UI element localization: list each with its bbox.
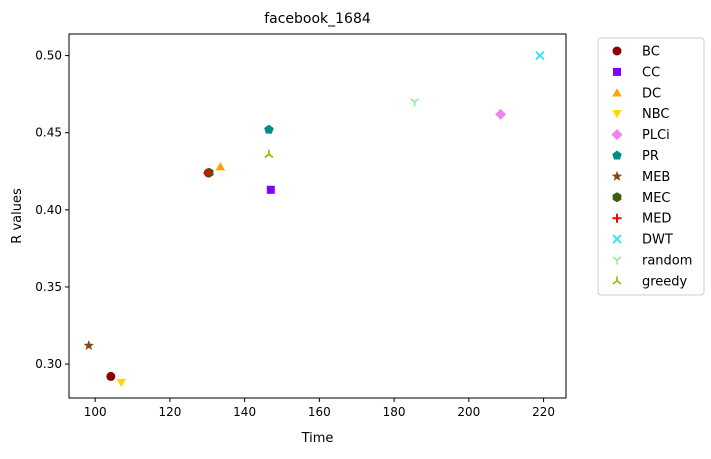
x-tick-label: 220 [532,405,555,419]
data-point-nbc [116,378,127,388]
plot-area [68,33,567,399]
data-point-cc [266,185,275,194]
legend-label-dwt: DWT [642,233,673,248]
data-point-greedy [264,149,274,158]
legend-label-random: random [642,254,692,269]
legend-marker-dc [612,88,622,97]
legend-label-med: MED [642,212,671,227]
legend-marker-random [612,256,622,265]
x-tick-label: 140 [233,405,256,419]
y-axis-label: R values [10,188,25,244]
data-point-dwt [535,50,545,61]
x-tick-label: 160 [308,405,331,419]
x-tick-label: 180 [383,405,406,419]
legend-marker-meb [611,170,623,181]
legend-label-bc: BC [642,45,660,60]
y-axis: 0.30 0.35 0.40 0.45 0.50 [35,49,69,371]
legend-label-plci: PLCi [642,128,670,143]
legend-marker-nbc [612,109,622,119]
data-point-med [203,168,213,178]
legend: BC CC DC NBC PLCi PR MEB MEC MED DWT random greedy [597,37,705,296]
legend-marker-med [612,213,622,223]
legend-marker-cc [613,67,621,76]
x-axis-label: Time [301,431,334,446]
y-tick-label: 0.30 [35,357,62,371]
data-point-dc [215,162,226,171]
legend-marker-plci [611,129,623,141]
legend-box [597,37,705,296]
legend-label-cc: CC [642,65,660,80]
data-point-bc [106,371,116,381]
data-point-pr [264,124,274,134]
x-tick-label: 120 [158,405,181,419]
data-point-meb [83,340,95,351]
y-tick-label: 0.45 [35,126,62,140]
legend-label-mec: MEC [642,191,671,206]
legend-marker-bc [612,46,622,56]
data-points [83,50,545,388]
data-point-plci [495,108,507,120]
legend-marker-dwt [612,234,622,244]
y-tick-label: 0.35 [35,280,62,294]
x-tick-label: 200 [457,405,480,419]
legend-marker-pr [612,150,622,160]
legend-marker-mec [612,192,622,203]
y-tick-label: 0.40 [35,203,62,217]
x-axis: 100 120 140 160 180 200 220 [84,398,555,419]
legend-label-dc: DC [642,86,661,101]
legend-label-meb: MEB [642,170,670,185]
legend-label-nbc: NBC [642,107,670,122]
legend-label-pr: PR [642,149,659,164]
chart-title: facebook_1684 [264,11,371,27]
y-tick-label: 0.50 [35,49,62,63]
legend-label-greedy: greedy [642,274,688,289]
legend-marker-greedy [612,276,622,285]
x-tick-label: 100 [84,405,107,419]
data-point-random [410,98,420,107]
